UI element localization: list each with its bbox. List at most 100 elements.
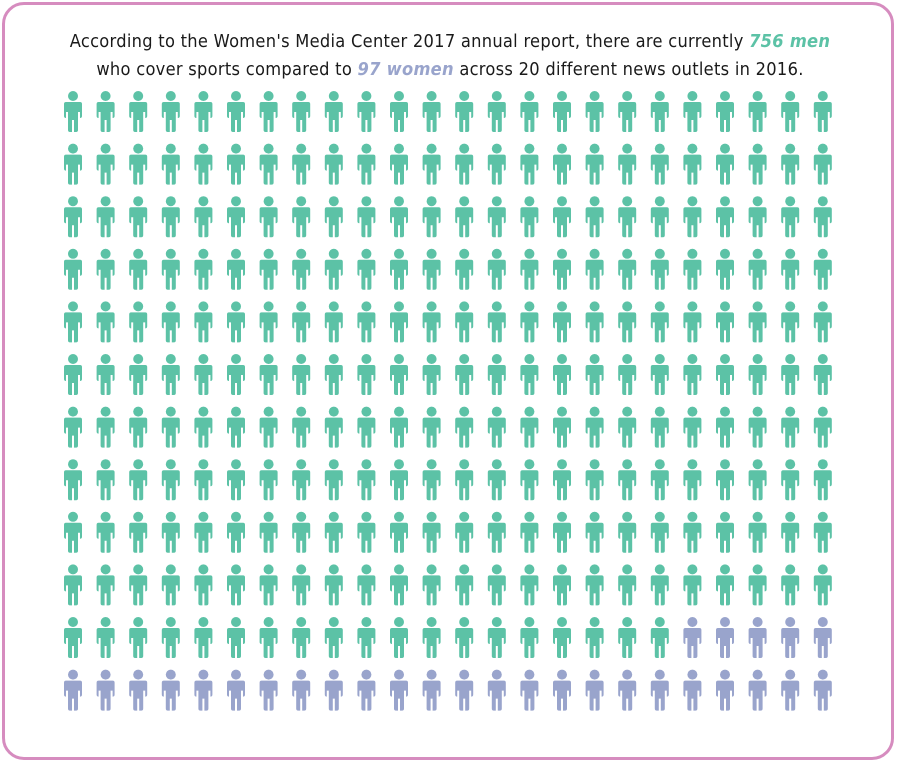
men-person-icon <box>227 301 245 343</box>
men-person-icon <box>194 511 213 553</box>
men-person-icon <box>781 248 800 290</box>
men-person-icon <box>455 301 474 343</box>
men-person-icon <box>585 301 604 343</box>
men-person-icon <box>96 301 115 343</box>
men-person-icon <box>618 511 637 553</box>
women-person-icon <box>716 669 734 711</box>
men-person-icon <box>553 301 571 343</box>
women-person-icon <box>455 669 474 711</box>
men-person-icon <box>585 354 604 395</box>
men-person-icon <box>357 511 376 553</box>
men-person-icon <box>227 91 245 132</box>
men-person-icon <box>422 406 441 448</box>
women-person-icon <box>618 669 637 711</box>
men-person-icon <box>683 196 702 238</box>
men-person-icon <box>227 511 245 553</box>
men-person-icon <box>618 459 637 501</box>
men-person-icon <box>292 354 311 395</box>
men-person-icon <box>64 248 82 290</box>
men-person-icon <box>324 196 343 238</box>
men-person-icon <box>194 196 213 238</box>
men-person-icon <box>585 248 604 290</box>
men-person-icon <box>96 143 115 185</box>
men-person-icon <box>585 617 604 658</box>
men-person-icon <box>357 406 376 448</box>
men-person-icon <box>194 248 213 290</box>
men-person-icon <box>390 564 408 606</box>
women-person-icon <box>716 617 734 658</box>
men-person-icon <box>161 248 180 290</box>
men-person-icon <box>813 354 832 395</box>
men-person-icon <box>390 617 408 658</box>
men-person-icon <box>129 91 148 132</box>
men-person-icon <box>813 511 832 553</box>
women-person-icon <box>683 617 702 658</box>
men-person-icon <box>64 91 82 132</box>
men-person-icon <box>716 564 734 606</box>
men-person-icon <box>161 617 180 658</box>
men-person-icon <box>324 143 343 185</box>
men-person-icon <box>129 459 148 501</box>
men-person-icon <box>96 406 115 448</box>
men-person-icon <box>781 196 800 238</box>
men-person-icon <box>748 459 767 501</box>
men-person-icon <box>324 354 343 395</box>
men-person-icon <box>129 301 148 343</box>
men-person-icon <box>813 406 832 448</box>
men-person-icon <box>227 143 245 185</box>
men-person-icon <box>683 301 702 343</box>
men-person-icon <box>781 459 800 501</box>
men-person-icon <box>716 143 734 185</box>
men-person-icon <box>553 143 571 185</box>
men-person-icon <box>585 511 604 553</box>
men-person-icon <box>422 459 441 501</box>
women-person-icon <box>390 669 408 711</box>
men-person-icon <box>553 196 571 238</box>
men-person-icon <box>650 511 669 553</box>
men-person-icon <box>357 459 376 501</box>
caption-line1-text: According to the Women's Media Center 20… <box>69 32 750 52</box>
men-person-icon <box>259 406 278 448</box>
men-person-icon <box>781 143 800 185</box>
men-person-icon <box>650 354 669 395</box>
caption-line2-text: who cover sports compared to <box>96 60 358 80</box>
men-person-icon <box>194 143 213 185</box>
men-person-icon <box>487 564 506 606</box>
men-person-icon <box>64 143 82 185</box>
men-person-icon <box>455 143 474 185</box>
men-person-icon <box>650 196 669 238</box>
men-person-icon <box>422 354 441 395</box>
men-person-icon <box>683 459 702 501</box>
men-person-icon <box>357 301 376 343</box>
men-person-icon <box>390 143 408 185</box>
men-person-icon <box>194 354 213 395</box>
women-person-icon <box>650 669 669 711</box>
men-person-icon <box>716 196 734 238</box>
men-person-icon <box>324 564 343 606</box>
men-person-icon <box>716 248 734 290</box>
men-person-icon <box>650 143 669 185</box>
men-person-icon <box>553 354 571 395</box>
men-person-icon <box>324 301 343 343</box>
men-person-icon <box>520 511 539 553</box>
men-person-icon <box>390 406 408 448</box>
men-person-icon <box>520 564 539 606</box>
men-person-icon <box>292 301 311 343</box>
men-person-icon <box>292 143 311 185</box>
men-person-icon <box>357 354 376 395</box>
men-person-icon <box>390 248 408 290</box>
men-person-icon <box>716 406 734 448</box>
women-person-icon <box>748 617 767 658</box>
men-person-icon <box>227 196 245 238</box>
men-person-icon <box>259 91 278 132</box>
men-person-icon <box>455 196 474 238</box>
women-person-icon <box>422 669 441 711</box>
caption-line2-end: across 20 different news outlets in 2016… <box>453 60 804 80</box>
men-person-icon <box>64 196 82 238</box>
men-person-icon <box>618 91 637 132</box>
men-person-icon <box>748 301 767 343</box>
men-person-icon <box>161 301 180 343</box>
men-person-icon <box>64 564 82 606</box>
men-person-icon <box>96 196 115 238</box>
